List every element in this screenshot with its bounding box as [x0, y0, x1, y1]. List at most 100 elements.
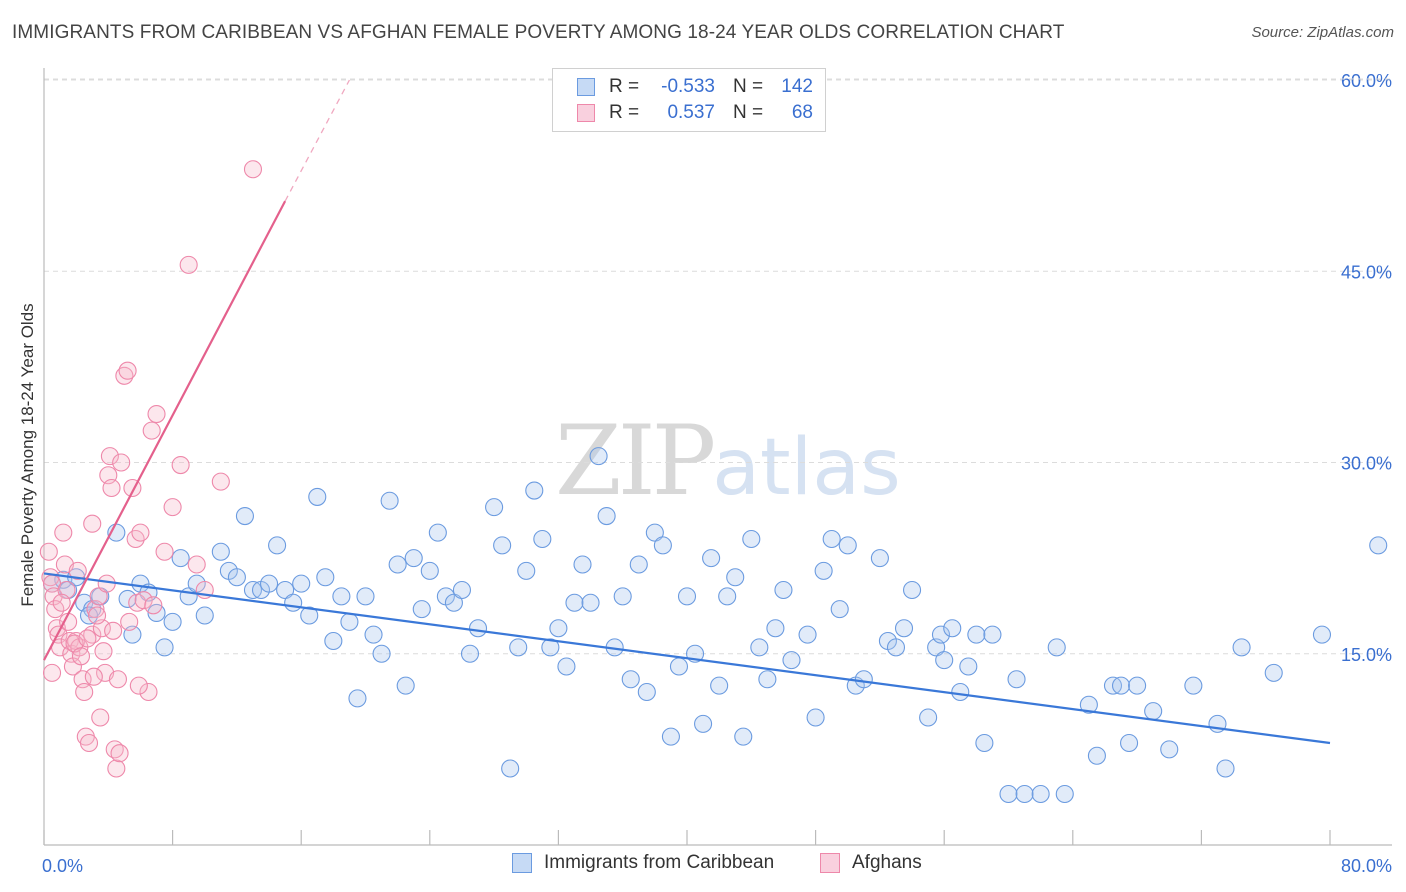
point-caribbean [1079, 695, 1098, 714]
point-afghans [71, 647, 91, 666]
legend-box: R = -0.533 N = 142 R = 0.537 N = 68 [552, 68, 826, 132]
point-caribbean [1312, 625, 1332, 644]
point-caribbean [485, 498, 504, 517]
point-afghans [147, 404, 166, 424]
point-afghans [129, 676, 148, 695]
point-caribbean [919, 708, 938, 727]
point-caribbean [653, 536, 672, 555]
point-caribbean [742, 529, 761, 549]
point-caribbean [726, 568, 745, 587]
point-caribbean [493, 536, 512, 555]
point-afghans [39, 542, 58, 561]
point-caribbean [597, 506, 616, 526]
point-afghans [171, 455, 190, 475]
point-caribbean [661, 727, 680, 746]
legend-item-caribbean[interactable]: Immigrants from Caribbean [512, 852, 774, 874]
point-caribbean [669, 657, 689, 676]
legend-label-afghans: Afghans [852, 852, 922, 873]
legend-item-afghans[interactable]: Afghans [820, 852, 922, 874]
point-afghans [108, 670, 127, 689]
watermark-zip: ZIP [555, 405, 716, 517]
point-afghans [102, 478, 121, 498]
point-caribbean [677, 587, 697, 606]
point-caribbean [1264, 663, 1283, 682]
point-afghans [139, 682, 158, 702]
legend-n-label: N = [733, 102, 764, 123]
bottom-legend: Immigrants from Caribbean Afghans [0, 852, 1406, 878]
point-afghans [243, 160, 263, 179]
point-caribbean [332, 587, 351, 606]
point-caribbean [525, 481, 544, 500]
point-afghans [120, 612, 139, 631]
legend-r-label: R = [609, 102, 640, 123]
point-caribbean [533, 529, 552, 549]
point-afghans [79, 733, 99, 753]
point-afghans [163, 498, 182, 517]
point-caribbean [894, 619, 914, 638]
point-afghans [87, 606, 107, 625]
point-afghans [142, 421, 161, 440]
point-caribbean [300, 606, 319, 625]
point-caribbean [235, 506, 254, 526]
point-caribbean [468, 619, 488, 638]
legend-row-afghans: R = 0.537 N = 68 [577, 101, 813, 125]
point-afghans [107, 759, 126, 778]
source-label: Source: ZipAtlas.com [1251, 24, 1394, 41]
point-afghans [54, 523, 73, 542]
point-caribbean [1007, 670, 1026, 689]
point-afghans [89, 587, 108, 606]
point-caribbean [163, 612, 182, 631]
point-afghans [94, 642, 113, 661]
point-caribbean [195, 606, 214, 625]
point-caribbean [637, 682, 656, 702]
point-caribbean [902, 580, 922, 600]
point-afghans [211, 472, 230, 491]
point-afghans [83, 514, 102, 533]
point-caribbean [348, 689, 367, 708]
point-caribbean [1369, 536, 1388, 555]
point-caribbean [629, 555, 648, 574]
point-caribbean [1128, 676, 1147, 695]
y-tick-label: 60.0% [1341, 71, 1392, 91]
point-caribbean [830, 600, 849, 619]
point-caribbean [227, 568, 246, 587]
point-caribbean [870, 549, 889, 568]
point-afghans [110, 744, 129, 763]
point-afghans [68, 561, 87, 580]
point-caribbean [734, 727, 753, 746]
point-caribbean [589, 447, 608, 466]
point-caribbean [428, 523, 447, 542]
point-afghans [179, 255, 198, 274]
point-caribbean [460, 644, 480, 663]
point-caribbean [951, 682, 970, 702]
point-caribbean [710, 676, 729, 695]
point-caribbean [1144, 702, 1163, 721]
legend-row-caribbean: R = -0.533 N = 142 [577, 75, 813, 99]
point-caribbean [565, 593, 584, 612]
point-caribbean [356, 587, 375, 606]
legend-n-value: 68 [791, 102, 813, 123]
legend-swatch-caribbean [512, 853, 532, 873]
point-afghans [46, 600, 65, 619]
point-caribbean [782, 651, 801, 670]
point-caribbean [1047, 638, 1066, 657]
x-tick-label: 0.0% [42, 856, 83, 876]
point-caribbean [372, 644, 391, 663]
point-caribbean [967, 625, 986, 644]
point-caribbean [814, 561, 833, 580]
point-caribbean [886, 638, 906, 657]
legend-n-label: N = [733, 76, 764, 97]
point-caribbean [1216, 759, 1235, 778]
point-caribbean [806, 708, 825, 727]
point-caribbean [613, 587, 632, 606]
chart-title: IMMIGRANTS FROM CARIBBEAN VS AFGHAN FEMA… [12, 22, 1065, 43]
point-caribbean [420, 561, 439, 580]
point-afghans [104, 621, 123, 640]
point-caribbean [1184, 676, 1203, 695]
point-caribbean [1087, 746, 1106, 765]
point-afghans [75, 682, 94, 702]
legend-r-label: R = [609, 76, 640, 97]
point-caribbean [557, 657, 576, 676]
point-afghans [131, 523, 150, 542]
